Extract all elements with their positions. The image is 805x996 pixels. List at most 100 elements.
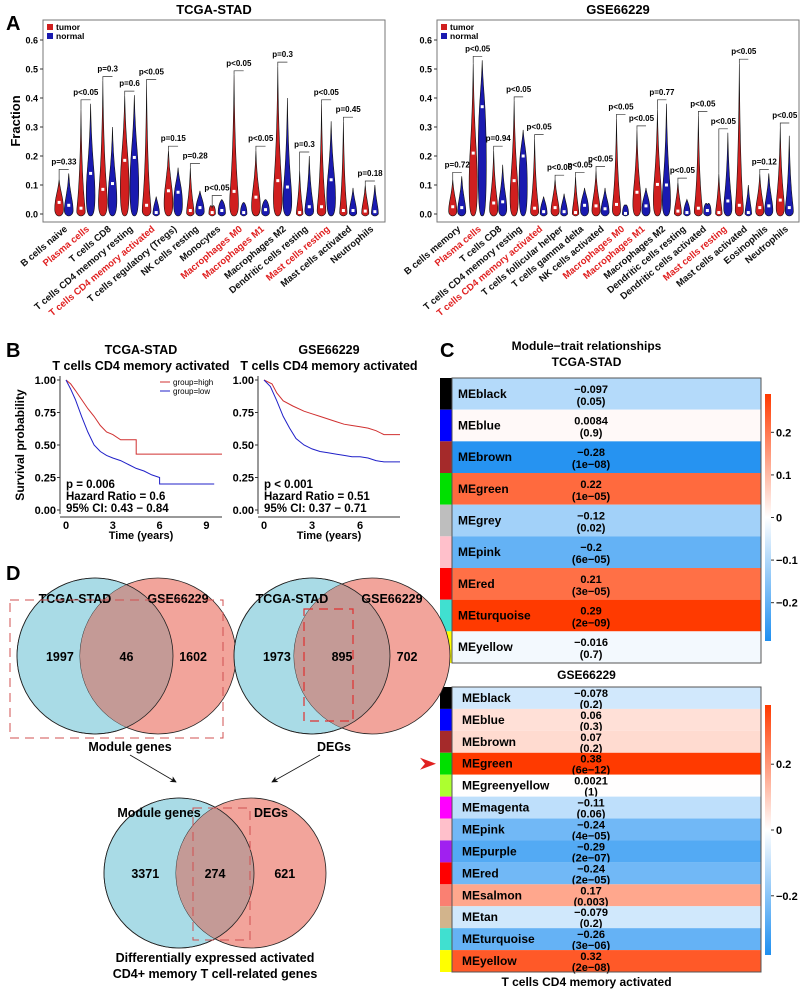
p-value-label: p=0.18 — [357, 169, 383, 178]
violin-tumor — [229, 74, 239, 217]
colorbar — [765, 394, 771, 641]
median-tumor — [553, 206, 557, 210]
module-label: MEmagenta — [462, 801, 530, 815]
p-bracket — [189, 163, 200, 168]
legend-swatch-normal — [47, 33, 53, 39]
violin-normal — [107, 126, 118, 217]
correlation-value: −0.016 — [574, 637, 608, 649]
median-tumor — [696, 206, 700, 210]
heatmap-tcga: Module−trait relationships TCGA-STAD MEbla… — [420, 339, 798, 664]
venn-caption: Differentially expressed activated — [116, 951, 315, 965]
heatmap-cell — [452, 796, 761, 819]
correlation-value: 0.0084 — [574, 416, 609, 428]
p-value: (0.7) — [580, 649, 603, 661]
median-tumor — [512, 179, 516, 183]
stat-annotation: 95% CI: 0.37 − 0.71 — [264, 503, 367, 515]
heatmap-title: GSE66229 — [557, 668, 616, 682]
p-bracket — [738, 58, 749, 64]
p-value-label: p<0.05 — [567, 160, 593, 169]
p-bracket — [759, 169, 769, 174]
module-color-MEbrown — [440, 730, 452, 753]
heatmap-cell — [452, 687, 761, 709]
violin-tumor — [208, 205, 216, 217]
violin-normal — [784, 135, 794, 217]
violin-chart-tcga: TCGA-STAD Fraction 0.0 0.1 0.2 0.3 0.4 0.5 0.6 tu… — [8, 2, 386, 319]
p-value: (0.06) — [577, 809, 606, 821]
violin-normal — [723, 132, 733, 217]
module-label: MEsalmon — [462, 888, 522, 902]
y-tick-label: 0.2 — [25, 152, 38, 162]
stat-annotation: Hazard Ratio = 0.6 — [66, 491, 165, 503]
violin-tumor — [632, 129, 642, 217]
heatmap-frame — [451, 686, 762, 973]
venn-left-count: 1973 — [263, 650, 291, 664]
p-value-label: p=0.33 — [51, 157, 77, 166]
violin-normal — [518, 129, 528, 217]
heatmap-cell — [452, 928, 761, 951]
median-normal — [787, 206, 791, 210]
x-tick-label: 6 — [357, 520, 363, 532]
x-axis-label: Time (years) — [297, 530, 362, 542]
correlation-value: 0.17 — [580, 885, 601, 897]
venn-left-count: 3371 — [131, 867, 159, 881]
p-value: (6e−05) — [572, 554, 611, 566]
median-normal — [685, 211, 689, 215]
median-normal — [132, 155, 136, 159]
violin-normal — [326, 121, 336, 217]
median-normal — [501, 200, 505, 204]
median-normal — [285, 185, 289, 189]
p-value: (2e−05) — [572, 874, 611, 886]
median-normal — [480, 105, 484, 109]
venn-left-count: 1997 — [46, 650, 74, 664]
colorbar-tick-label: −0.2 — [776, 891, 798, 903]
p-value: (1e−05) — [572, 491, 611, 503]
violin-normal — [457, 176, 467, 217]
median-normal — [110, 182, 114, 186]
median-normal — [89, 171, 93, 175]
venn-left-label: TCGA-STAD — [39, 592, 112, 606]
p-bracket — [58, 169, 69, 180]
violin-tumor — [339, 121, 348, 217]
median-tumor — [451, 205, 455, 209]
y-tick-label: 0.5 — [419, 65, 432, 75]
survival-chart-gse: GSE66229 T cells CD4 memory activated 0.00… — [233, 343, 418, 542]
colorbar-tick-label: 0 — [776, 513, 782, 525]
stat-annotation: 95% CI: 0.43 − 0.84 — [66, 503, 169, 515]
median-tumor — [145, 203, 149, 207]
y-tick-label: 0.2 — [419, 152, 432, 162]
venn-2: TCGA-STAD GSE66229 1973 895 702 DEGs — [233, 577, 451, 754]
correlation-value: −0.078 — [574, 688, 608, 700]
y-tick-label: 0.6 — [419, 36, 432, 46]
p-value: (0.2) — [580, 699, 603, 711]
violin-normal — [129, 95, 140, 217]
median-tumor — [471, 151, 475, 155]
violin-normal — [600, 187, 610, 217]
legend-swatch-tumor — [47, 24, 53, 30]
stat-annotation: p < 0.001 — [264, 479, 314, 491]
median-normal — [154, 211, 158, 215]
colorbar-tick-label: 0.2 — [776, 759, 791, 771]
correlation-value: 0.22 — [580, 479, 601, 491]
module-label: MEred — [458, 577, 495, 591]
module-label: MEpink — [462, 823, 505, 837]
p-value: (3e−05) — [572, 586, 611, 598]
p-value: (0.2) — [580, 743, 603, 755]
correlation-value: 0.06 — [580, 710, 601, 722]
correlation-value: −0.097 — [574, 384, 608, 396]
module-color-MEtan — [440, 906, 452, 929]
violin-tumor — [734, 63, 744, 217]
median-tumor — [57, 200, 61, 204]
median-normal — [264, 208, 268, 212]
violin-normal — [641, 187, 651, 217]
median-normal — [542, 210, 546, 214]
p-value-label: p<0.05 — [204, 184, 230, 193]
median-normal — [664, 183, 668, 187]
violin-tumor — [273, 66, 283, 217]
violin-normal — [64, 173, 74, 217]
median-tumor — [188, 209, 192, 213]
venn-right-label: GSE66229 — [147, 592, 208, 606]
p-bracket — [698, 111, 708, 116]
violin-normal — [348, 187, 358, 217]
p-value-label: p=0.3 — [97, 65, 118, 74]
